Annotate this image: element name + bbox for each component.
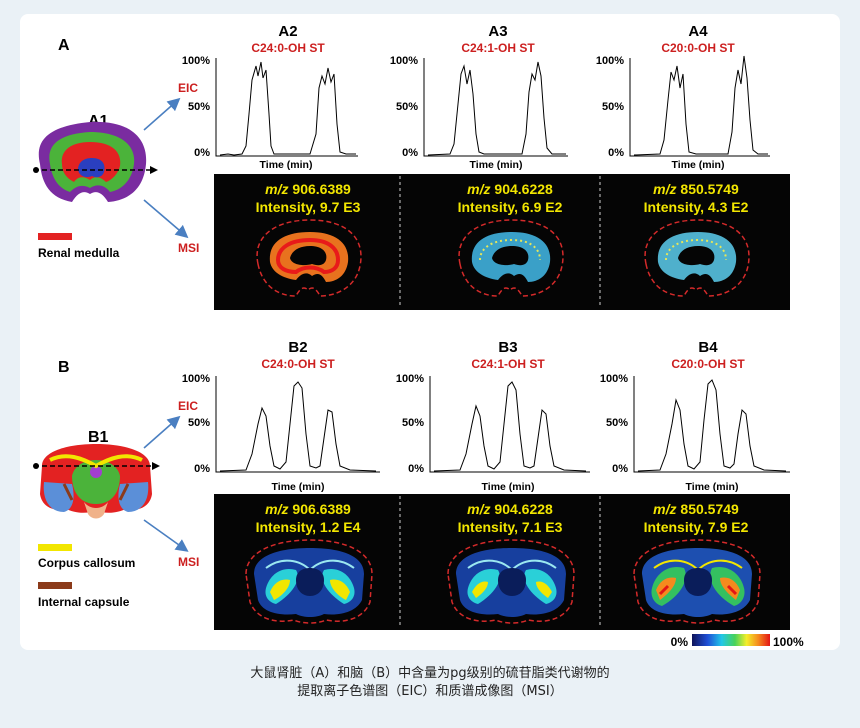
compound-name: C24:0-OH ST	[261, 357, 335, 371]
intensity-label: Intensity, 1.2 E4	[256, 519, 361, 535]
legend-swatch	[38, 544, 72, 551]
compound-name: C20:0-OH ST	[661, 41, 735, 55]
subpanel-label: A2	[278, 23, 297, 40]
eic-b2: B2 C24:0-OH ST 100% 50% 0% Time (min)	[182, 339, 380, 493]
x-axis-label: Time (min)	[482, 481, 535, 493]
ytick-0: 0%	[402, 147, 418, 159]
msi-image-b3: m/z 904.6228 Intensity, 7.1 E3	[447, 501, 575, 624]
svg-text:m/z 906.6389: m/z 906.6389	[265, 181, 351, 197]
ytick-50: 50%	[402, 417, 424, 429]
ytick-100: 100%	[390, 55, 418, 67]
ytick-100: 100%	[600, 373, 628, 385]
intensity-label: Intensity, 7.1 E3	[458, 519, 563, 535]
compound-name: C24:0-OH ST	[251, 41, 325, 55]
ytick-50: 50%	[602, 101, 624, 113]
ytick-0: 0%	[408, 463, 424, 475]
eic-arrow	[143, 415, 181, 449]
composite-figure: A A1 Renal medulla EIC MSI A2 C24:0-OH S…	[33, 23, 804, 649]
legend-swatch	[38, 233, 72, 240]
eic-trace	[433, 381, 587, 472]
subpanel-label: B4	[698, 339, 718, 356]
msi-image-a3: m/z 904.6228 Intensity, 6.9 E2	[458, 181, 564, 297]
ytick-100: 100%	[596, 55, 624, 67]
ytick-50: 50%	[188, 101, 210, 113]
msi-image-b4: m/z 850.5749 Intensity, 7.9 E2	[633, 501, 761, 624]
compound-name: C24:1-OH ST	[471, 357, 545, 371]
overview-label: B1	[88, 429, 109, 446]
x-axis-label: Time (min)	[272, 481, 325, 493]
ytick-100: 100%	[182, 373, 210, 385]
x-axis-label: Time (min)	[686, 481, 739, 493]
figure-caption-line-1: 大鼠肾脏（A）和脑（B）中含量为pg级别的硫苷脂类代谢物的	[250, 666, 610, 681]
svg-text:m/z 906.6389: m/z 906.6389	[265, 501, 351, 517]
eic-trace	[219, 381, 377, 472]
legend-swatch	[38, 582, 72, 589]
msi-callout: MSI	[178, 555, 199, 569]
compound-name: C20:0-OH ST	[671, 357, 745, 371]
eic-trace	[633, 55, 768, 156]
ytick-100: 100%	[396, 373, 424, 385]
msi-strip-a: m/z 906.6389 Intensity, 9.7 E3 m/z 904.6…	[214, 174, 790, 310]
eic-a3: A3 C24:1-OH ST 100% 50% 0% Time (min)	[390, 23, 568, 171]
brain-schematic	[33, 444, 160, 519]
eic-b4: B4 C20:0-OH ST 100% 50% 0% Time (min)	[600, 339, 790, 493]
eic-arrow	[143, 97, 181, 131]
x-axis-label: Time (min)	[260, 159, 313, 171]
msi-callout: MSI	[178, 241, 199, 255]
msi-arrow	[143, 519, 189, 552]
colorbar-max-label: 100%	[773, 635, 804, 649]
ytick-0: 0%	[194, 147, 210, 159]
subpanel-label: B2	[288, 339, 307, 356]
eic-trace	[637, 379, 787, 472]
subpanel-label: A4	[688, 23, 708, 40]
eic-callout: EIC	[178, 81, 198, 95]
eic-trace	[427, 61, 566, 156]
ytick-0: 0%	[608, 147, 624, 159]
x-axis-label: Time (min)	[470, 159, 523, 171]
panel-a: A A1 Renal medulla EIC MSI	[33, 37, 199, 260]
colorbar-gradient	[692, 634, 770, 646]
msi-arrow	[143, 199, 189, 239]
subpanel-label: B3	[498, 339, 517, 356]
legend-label: Corpus callosum	[38, 556, 135, 570]
colorbar-min-label: 0%	[671, 635, 689, 649]
x-axis-label: Time (min)	[672, 159, 725, 171]
eic-a2: A2 C24:0-OH ST 100% 50% 0% Time (min)	[182, 23, 358, 171]
ytick-0: 0%	[194, 463, 210, 475]
msi-strip-b: m/z 906.6389 Intensity, 1.2 E4 m/z 904.6…	[214, 494, 790, 630]
svg-text:m/z 904.6228: m/z 904.6228	[467, 501, 553, 517]
figure-card: A A1 Renal medulla EIC MSI A2 C24:0-OH S…	[20, 14, 840, 650]
intensity-label: Intensity, 6.9 E2	[458, 199, 563, 215]
intensity-label: Intensity, 9.7 E3	[256, 199, 361, 215]
kidney-schematic	[33, 121, 158, 202]
msi-image-a4: m/z 850.5749 Intensity, 4.3 E2	[644, 181, 750, 297]
ytick-0: 0%	[612, 463, 628, 475]
svg-text:m/z 850.5749: m/z 850.5749	[653, 501, 739, 517]
panel-b: B B1 Corpus callosum Internal capsule EI…	[33, 359, 199, 609]
svg-text:m/z 904.6228: m/z 904.6228	[467, 181, 553, 197]
ytick-50: 50%	[188, 417, 210, 429]
figure-caption-line-2: 提取离子色谱图（EIC）和质谱成像图（MSI）	[297, 684, 563, 699]
ytick-50: 50%	[396, 101, 418, 113]
compound-name: C24:1-OH ST	[461, 41, 535, 55]
msi-image-a2: m/z 906.6389 Intensity, 9.7 E3	[256, 181, 362, 297]
panel-letter: B	[58, 359, 70, 376]
colorbar: 0% 100%	[671, 634, 804, 649]
svg-text:m/z 850.5749: m/z 850.5749	[653, 181, 739, 197]
msi-image-b2: m/z 906.6389 Intensity, 1.2 E4	[245, 501, 373, 624]
subpanel-label: A3	[488, 23, 507, 40]
intensity-label: Intensity, 7.9 E2	[644, 519, 749, 535]
panel-letter: A	[58, 37, 70, 54]
legend-label: Internal capsule	[38, 595, 130, 609]
eic-trace	[219, 61, 356, 156]
legend-label: Renal medulla	[38, 246, 120, 260]
intensity-label: Intensity, 4.3 E2	[644, 199, 749, 215]
eic-b3: B3 C24:1-OH ST 100% 50% 0% Time (min)	[396, 339, 590, 493]
ytick-50: 50%	[606, 417, 628, 429]
eic-callout: EIC	[178, 399, 198, 413]
ytick-100: 100%	[182, 55, 210, 67]
eic-a4: A4 C20:0-OH ST 100% 50% 0% Time (min)	[596, 23, 770, 171]
